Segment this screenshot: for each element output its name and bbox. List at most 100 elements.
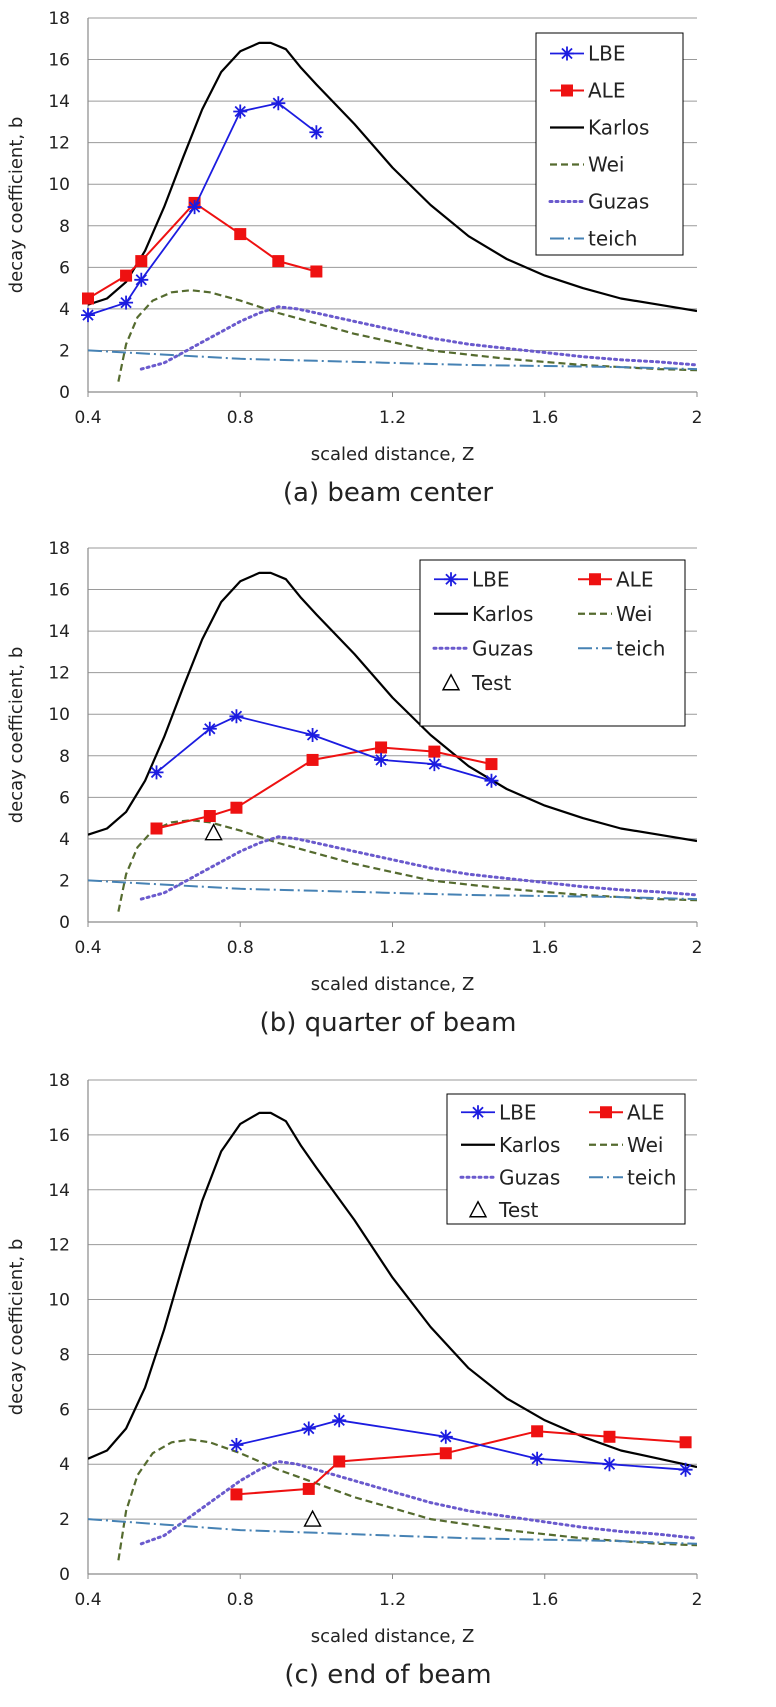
legend-item-wei: Wei	[550, 153, 624, 177]
legend: LBE ALE Karlos Wei Guzas teich	[535, 32, 684, 256]
data-point-ale	[439, 1447, 452, 1460]
series-lbe	[149, 709, 499, 788]
data-point-test	[204, 823, 223, 841]
data-point-ale	[679, 1436, 692, 1449]
y-tick-label: 0	[59, 913, 70, 933]
legend-item-lbe: LBE	[461, 1100, 537, 1124]
data-point-lbe	[81, 308, 95, 323]
legend-item-teich: teich	[550, 227, 637, 251]
caption-quarter-of-beam: (b) quarter of beam	[259, 1008, 517, 1038]
data-point-ale	[485, 758, 498, 771]
legend-label: teich	[616, 636, 665, 660]
legend-label: LBE	[588, 42, 626, 66]
data-point-lbe	[332, 1413, 347, 1428]
legend-item-ale: ALE	[589, 1100, 664, 1124]
chart-end-of-beam: 0 2 4 6 8 10 12 14 16 18 0.4 0.8 1.2 1.6 2 scaled dista…	[6, 1071, 702, 1647]
series-line-karlos	[88, 1111, 697, 1469]
legend-label: Guzas	[588, 190, 649, 214]
data-point-ale	[82, 292, 94, 305]
legend-item-guzas: Guzas	[432, 636, 533, 660]
series-line-guzas	[139, 835, 697, 901]
y-tick-label: 12	[48, 1236, 70, 1256]
legend-label: ALE	[616, 567, 653, 591]
data-point-lbe	[678, 1462, 693, 1477]
series-line-karlos	[88, 41, 697, 313]
legend-box	[419, 559, 686, 727]
data-point-lbe	[149, 765, 164, 780]
x-tick-label: 0.8	[227, 1590, 254, 1610]
data-point-ale	[135, 255, 148, 268]
data-point-lbe	[119, 295, 134, 310]
legend-marker	[589, 573, 601, 586]
data-point-lbe	[187, 200, 202, 215]
y-tick-label: 10	[48, 175, 70, 195]
data-point-lbe	[602, 1457, 617, 1472]
y-tick-label: 4	[59, 1455, 70, 1475]
y-tick-label: 18	[48, 9, 70, 29]
series-teich	[88, 879, 697, 901]
x-tick-label: 1.2	[379, 1590, 406, 1610]
y-tick-label: 16	[48, 1126, 70, 1146]
legend-marker	[561, 84, 573, 97]
series-karlos	[88, 1111, 697, 1469]
data-point-ale	[603, 1430, 616, 1443]
caption-beam-center: (a) beam center	[282, 478, 494, 508]
x-tick-label: 0.8	[227, 938, 254, 958]
x-axis-label: scaled distance, Z	[311, 444, 475, 465]
y-tick-label: 4	[59, 300, 70, 320]
data-point-lbe	[202, 721, 217, 736]
legend-label: Karlos	[499, 1133, 560, 1157]
legend-label: Wei	[588, 153, 624, 177]
legend-label: Guzas	[499, 1165, 560, 1189]
data-point-lbe	[229, 1438, 244, 1453]
data-point-ale	[150, 822, 163, 835]
data-point-lbe	[530, 1451, 545, 1466]
series-line-wei	[117, 1438, 697, 1561]
chart-beam-center: 0 2 4 6 8 10 12 14 16 18 0.4 0.8 1.2 1.6 2 scaled dista…	[6, 9, 702, 465]
y-tick-label: 8	[59, 747, 70, 767]
y-tick-label: 2	[59, 341, 70, 361]
data-point-lbe	[438, 1429, 453, 1444]
legend-label: teich	[627, 1165, 676, 1189]
panel-beam-center: 0 2 4 6 8 10 12 14 16 18 0.4 0.8 1.2 1.6 2 scaled dista…	[0, 0, 776, 520]
data-point-ale	[234, 228, 247, 241]
legend-item-teich: teich	[578, 636, 665, 660]
data-point-ale	[428, 745, 441, 758]
x-tick-label: 1.6	[531, 1590, 558, 1610]
legend-marker	[441, 673, 461, 691]
legend-label: LBE	[499, 1100, 537, 1124]
series-guzas	[139, 305, 697, 371]
legend-box	[446, 1093, 686, 1225]
legend-item-lbe: LBE	[434, 567, 510, 591]
data-point-ale	[531, 1425, 544, 1438]
y-tick-label: 14	[48, 622, 70, 642]
series-line-teich	[88, 1518, 697, 1545]
legend-item-test: Test	[468, 1198, 539, 1222]
y-tick-label: 4	[59, 830, 70, 850]
legend-label: Test	[471, 671, 512, 695]
legend-item-test: Test	[441, 671, 512, 695]
y-tick-label: 14	[48, 92, 70, 112]
y-tick-label: 18	[48, 1071, 70, 1091]
series-test	[204, 823, 223, 841]
series-line-guzas	[139, 305, 697, 371]
legend-item-karlos: Karlos	[434, 602, 533, 626]
legend-label: teich	[588, 227, 637, 251]
data-point-lbe	[233, 104, 248, 119]
legend-marker	[560, 46, 574, 61]
legend-marker	[471, 1105, 485, 1120]
legend-label: ALE	[627, 1100, 664, 1124]
y-tick-label: 16	[48, 51, 70, 71]
series-line-teich	[88, 349, 697, 371]
panel-end-of-beam: 0 2 4 6 8 10 12 14 16 18 0.4 0.8 1.2 1.6 2 scaled dista…	[0, 1062, 776, 1707]
legend: LBE ALE Karlos Wei Guzas teich Test	[419, 559, 686, 727]
data-point-ale	[302, 1482, 315, 1495]
y-tick-label: 2	[59, 1510, 70, 1530]
y-tick-label: 0	[59, 1565, 70, 1585]
data-point-lbe	[484, 773, 499, 788]
data-point-ale	[333, 1455, 346, 1468]
legend-label: Wei	[627, 1133, 663, 1157]
series-ale	[150, 741, 498, 835]
series-wei	[117, 289, 697, 382]
